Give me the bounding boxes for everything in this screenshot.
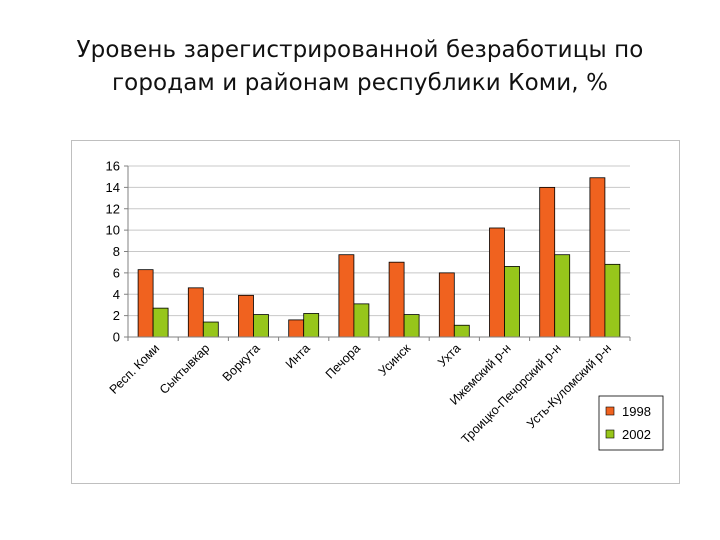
legend-label-2002: 2002 xyxy=(622,427,651,442)
y-tick-label: 6 xyxy=(113,265,120,280)
x-category-label: Инта xyxy=(283,341,313,371)
x-category-label: Ухта xyxy=(435,341,463,369)
bar-2002-8 xyxy=(554,254,571,338)
bar-2002-4 xyxy=(353,303,370,338)
bar-1998-9 xyxy=(589,177,606,338)
x-category-label: Воркута xyxy=(220,341,263,384)
legend-label-1998: 1998 xyxy=(622,404,651,419)
bar-1998-5 xyxy=(388,261,405,338)
legend-swatch-2002 xyxy=(605,429,615,439)
x-category-label: Усинск xyxy=(376,341,414,379)
bar-1998-1 xyxy=(187,287,204,338)
bar-1998-0 xyxy=(137,269,154,338)
bar-1998-2 xyxy=(238,294,254,338)
bar-1998-8 xyxy=(539,186,556,338)
bar-2002-7 xyxy=(504,266,520,338)
bar-2002-9 xyxy=(604,263,621,338)
bar-1998-4 xyxy=(338,254,355,338)
legend: 1998 2002 xyxy=(598,395,664,451)
y-tick-label: 14 xyxy=(106,180,120,195)
x-category-label: Сыктывкар xyxy=(157,341,213,397)
y-tick-label: 4 xyxy=(113,287,120,302)
chart-frame xyxy=(71,140,680,484)
bar-1998-6 xyxy=(438,272,455,338)
bar-2002-6 xyxy=(453,324,470,338)
y-tick-label: 16 xyxy=(106,159,120,174)
bar-1998-3 xyxy=(288,319,305,338)
bar-2002-3 xyxy=(303,313,320,338)
y-tick-label: 10 xyxy=(106,223,120,238)
axes xyxy=(124,165,631,341)
x-category-label: Респ. Коми xyxy=(107,341,163,397)
y-tick-label: 8 xyxy=(113,244,120,259)
bar-2002-1 xyxy=(202,321,219,338)
legend-swatch-1998 xyxy=(605,406,615,416)
x-category-label: Троицко-Печорский р-н xyxy=(459,341,564,446)
bar-2002-5 xyxy=(403,314,420,338)
y-tick-label: 12 xyxy=(106,201,120,216)
bars xyxy=(137,177,621,338)
bar-2002-0 xyxy=(152,307,169,338)
slide-title: Уровень зарегистрированной безработицы п… xyxy=(76,37,644,96)
x-category-label: Печора xyxy=(323,341,363,381)
bar-1998-7 xyxy=(489,227,505,338)
y-tick-label: 0 xyxy=(113,330,120,345)
bar-2002-2 xyxy=(253,314,269,338)
y-tick-label: 2 xyxy=(113,308,120,323)
legend-box xyxy=(598,395,664,451)
